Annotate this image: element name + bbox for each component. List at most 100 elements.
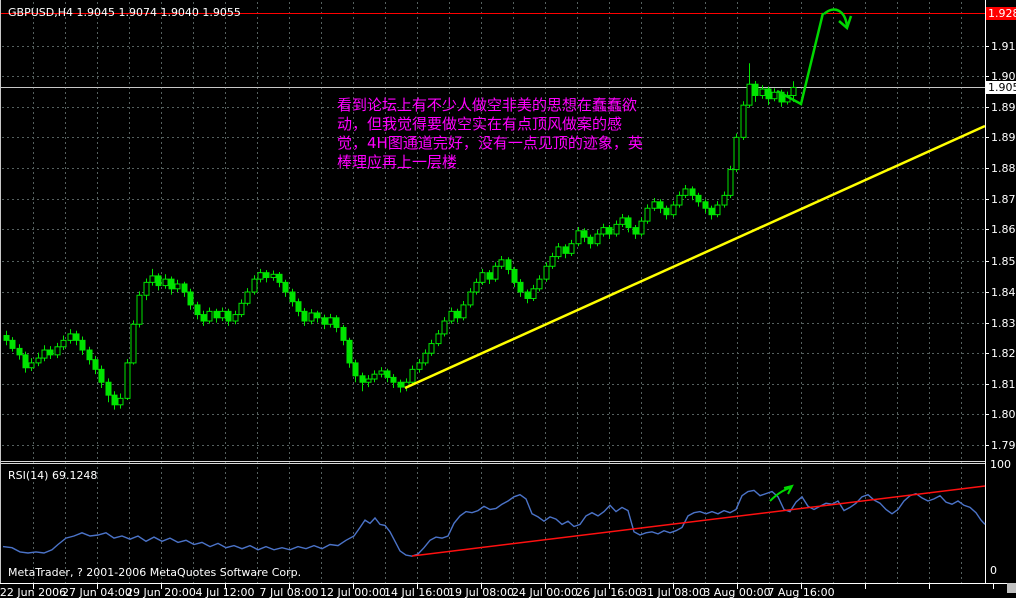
- candle-body: [473, 281, 480, 293]
- rsi-trendline[interactable]: [411, 485, 986, 557]
- candle-body: [321, 317, 328, 325]
- candle-body: [276, 273, 283, 283]
- time-axis-label: 3 Aug 00:00: [703, 586, 771, 598]
- candle-body: [752, 83, 759, 96]
- trader-note-line: 觉，4H图通道完好，没有一点见顶的迹象，英: [337, 134, 643, 152]
- candle-body: [600, 227, 607, 235]
- candle-body: [124, 362, 131, 399]
- price-axis-label: 1.8710: [991, 192, 1016, 206]
- candle-body: [479, 272, 486, 283]
- candle-body: [340, 326, 347, 341]
- chart-symbol-title: GBPUSD,H4 1.9045 1.9074 1.9040 1.9055: [8, 6, 241, 19]
- current-price-tag: 1.9055: [986, 80, 1016, 94]
- price-axis-label: 1.9185: [991, 39, 1016, 53]
- price-axis-label: 1.8230: [991, 347, 1016, 361]
- candle-body: [587, 236, 594, 245]
- time-axis-label: 19 Jul 08:00: [448, 586, 514, 598]
- candle-body: [28, 362, 35, 369]
- price-axis-label: 1.9090: [991, 70, 1016, 84]
- candle-body: [47, 349, 54, 356]
- up-arrow-head: [838, 15, 853, 31]
- candle-body: [663, 207, 670, 216]
- candle-body: [270, 273, 277, 279]
- time-axis-label: 26 Jul 16:00: [576, 586, 642, 598]
- candle-body: [22, 354, 29, 369]
- price-axis-label: 1.8420: [991, 286, 1016, 300]
- candle-body: [505, 259, 512, 270]
- candle-body: [289, 291, 296, 303]
- candle-body: [670, 204, 677, 216]
- price-axis-label: 1.8040: [991, 408, 1016, 422]
- candle-body: [352, 362, 359, 377]
- candle-body: [651, 201, 658, 209]
- candle-body: [594, 233, 601, 245]
- candle-body: [295, 301, 302, 312]
- candle-body: [86, 349, 93, 361]
- candle-body: [536, 278, 543, 290]
- candle-body: [581, 230, 588, 238]
- candle-body: [263, 272, 270, 279]
- candle-body: [746, 83, 753, 106]
- candle-body: [467, 291, 474, 306]
- candle-body: [105, 381, 112, 396]
- candle-body: [644, 207, 651, 222]
- candle-body: [365, 378, 372, 383]
- candle-body: [448, 310, 455, 322]
- trendline-yellow[interactable]: [404, 124, 986, 390]
- scroll-grip[interactable]: [1007, 583, 1016, 593]
- candle-body: [238, 302, 245, 316]
- candle-body: [41, 349, 48, 359]
- copyright-text: MetaTrader, ? 2001-2006 MetaQuotes Softw…: [8, 566, 302, 579]
- candle-body: [314, 312, 321, 319]
- time-axis-label: 31 Jul 08:00: [640, 586, 706, 598]
- candle-body: [714, 204, 721, 216]
- candle-body: [16, 347, 23, 356]
- candle-body: [562, 246, 569, 254]
- candle-body: [702, 201, 709, 209]
- rsi-indicator-label: RSI(14) 69.1248: [8, 469, 98, 482]
- projection-path[interactable]: [776, 12, 825, 106]
- price-axis-label: 1.8805: [991, 161, 1016, 175]
- candle-body: [498, 259, 505, 267]
- candle-body: [200, 314, 207, 322]
- candle-body: [327, 317, 334, 325]
- candle-body: [492, 265, 499, 280]
- candle-body: [486, 272, 493, 280]
- candle-body: [727, 169, 734, 196]
- price-axis-label: 1.8325: [991, 316, 1016, 330]
- candle-body: [435, 333, 442, 345]
- candle-body: [244, 291, 251, 304]
- time-axis-label: 12 Jul 00:00: [320, 586, 386, 598]
- candle-body: [301, 310, 308, 322]
- time-axis-label: 24 Jul 00:00: [512, 586, 578, 598]
- price-axis-label: 1.8995: [991, 100, 1016, 114]
- candle-body: [416, 362, 423, 370]
- candle-body: [149, 275, 156, 283]
- up-arrow-curve[interactable]: [823, 8, 849, 27]
- candle-body: [346, 339, 353, 364]
- time-axis-label: 22 Jun 2006: [0, 586, 67, 598]
- candle-body: [79, 339, 86, 351]
- candle-body: [282, 281, 289, 293]
- candle-body: [397, 381, 404, 388]
- candle-body: [632, 227, 639, 235]
- candle-body: [613, 223, 620, 235]
- candle-body: [568, 243, 575, 254]
- candle-body: [60, 339, 67, 348]
- candle-body: [428, 343, 435, 354]
- time-axis-label: 7 Jul 08:00: [259, 586, 319, 598]
- candle-body: [168, 278, 175, 290]
- time-axis-label: 7 Aug 16:00: [767, 586, 835, 598]
- candle-body: [759, 88, 766, 96]
- candle-body: [771, 91, 778, 100]
- price-axis-label: 1.7945: [991, 439, 1016, 453]
- candle-body: [682, 188, 689, 196]
- candle-body: [225, 310, 232, 322]
- candle-body: [555, 246, 562, 258]
- candle-body: [625, 217, 632, 229]
- candle-body: [384, 370, 391, 378]
- price-axis-label: 1.8900: [991, 131, 1016, 145]
- candle-body: [117, 397, 124, 406]
